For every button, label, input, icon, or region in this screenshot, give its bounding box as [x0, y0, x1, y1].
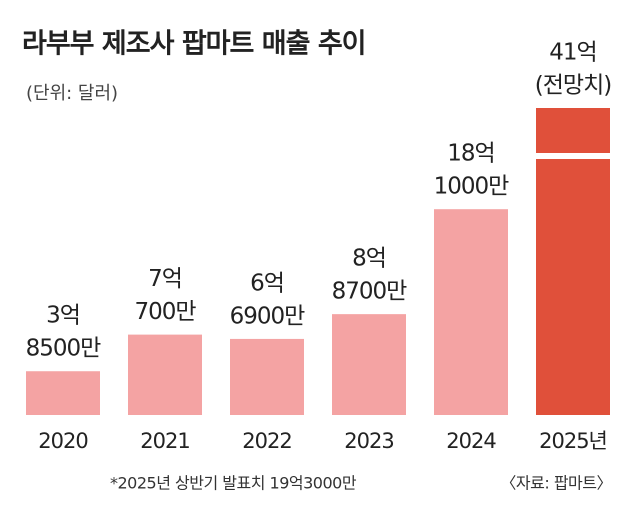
- value-label: 8억: [352, 246, 386, 272]
- bar: [536, 108, 610, 415]
- bar: [26, 371, 100, 415]
- x-tick-label: 2021: [140, 429, 189, 453]
- bar: [332, 314, 406, 415]
- x-tick-label: 2025년: [539, 429, 607, 453]
- value-label: 7억: [148, 266, 182, 292]
- value-label: 41억: [549, 40, 596, 66]
- chart-subtitle: (단위: 달러): [26, 83, 118, 104]
- value-label: 3억: [46, 303, 80, 329]
- x-tick-label: 2022: [242, 429, 291, 453]
- value-label: 8500만: [26, 336, 102, 362]
- x-tick-label: 2023: [344, 429, 393, 453]
- value-label: 700만: [134, 299, 196, 325]
- bar: [434, 209, 508, 415]
- axis-break: [534, 153, 612, 159]
- bar: [128, 334, 202, 415]
- chart-title: 라부부 제조사 팝마트 매출 추이: [22, 29, 366, 60]
- value-label: 8700만: [332, 279, 408, 305]
- bar: [230, 338, 304, 415]
- value-label: 18억: [447, 141, 494, 167]
- x-tick-label: 2020: [38, 429, 87, 453]
- note: *2025년 상반기 발표치 19억3000만: [110, 474, 357, 493]
- source: 〈자료: 팝마트〉: [500, 474, 612, 493]
- value-label: 1000만: [434, 174, 510, 200]
- value-label: (전망치): [535, 73, 611, 99]
- value-label: 6900만: [230, 303, 306, 329]
- value-label: 6억: [250, 270, 284, 296]
- x-tick-label: 2024: [446, 429, 496, 453]
